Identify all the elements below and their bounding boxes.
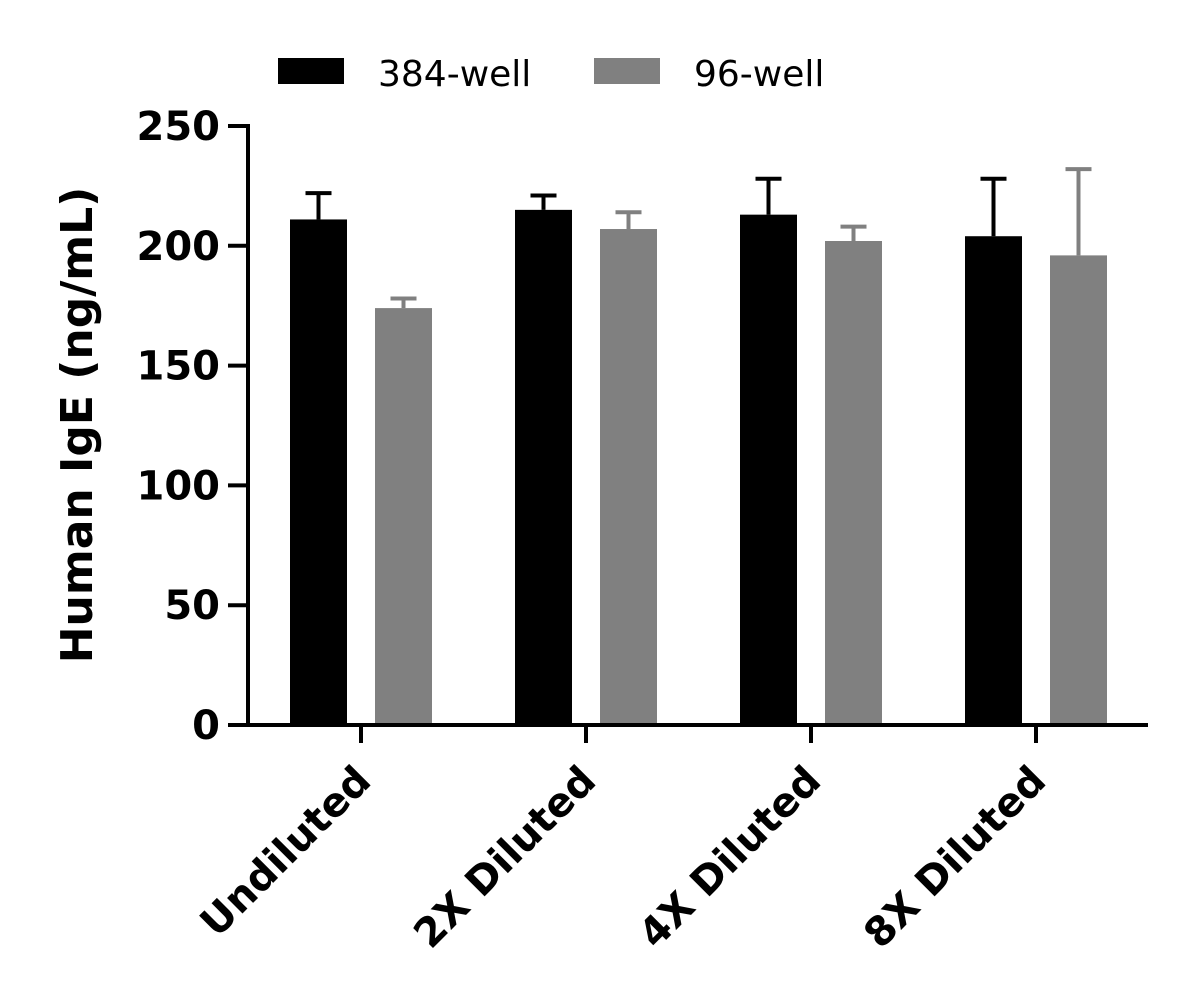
- legend-swatch-1: [594, 58, 660, 84]
- x-tick-label-3: 8X Diluted: [855, 758, 1055, 958]
- x-axis: Undiluted 2X Diluted 4X Diluted 8X Diluted: [192, 723, 1148, 958]
- bar-0-2: [740, 214, 797, 726]
- x-tick-label-1: 2X Diluted: [405, 758, 605, 958]
- x-tick-label-0: Undiluted: [192, 758, 380, 946]
- bar-1-1: [600, 229, 657, 725]
- bar-0-3: [965, 236, 1022, 725]
- bar-1-2: [825, 241, 882, 725]
- x-tick-label-2: 4X Diluted: [630, 758, 830, 958]
- legend-label-1: 96-well: [694, 54, 824, 95]
- y-tick-label-3: 150: [137, 344, 221, 390]
- y-tick-label-2: 100: [137, 463, 221, 509]
- bar-1-3: [1050, 255, 1107, 725]
- y-tick-label-1: 50: [164, 583, 220, 629]
- bar-0-0: [290, 219, 347, 725]
- error-bars: [305, 167, 1092, 309]
- y-axis: 0 50 100 150 200 250: [137, 104, 250, 749]
- legend: 384-well 96-well: [278, 54, 824, 95]
- bars: [290, 209, 1107, 726]
- legend-label-0: 384-well: [378, 54, 531, 95]
- bar-1-0: [375, 308, 432, 725]
- y-tick-label-4: 200: [137, 224, 221, 270]
- bar-0-1: [515, 209, 572, 726]
- y-tick-label-5: 250: [137, 104, 221, 150]
- y-tick-label-0: 0: [192, 703, 220, 749]
- y-axis-title: Human IgE (ng/mL): [52, 187, 103, 664]
- legend-swatch-0: [278, 58, 344, 84]
